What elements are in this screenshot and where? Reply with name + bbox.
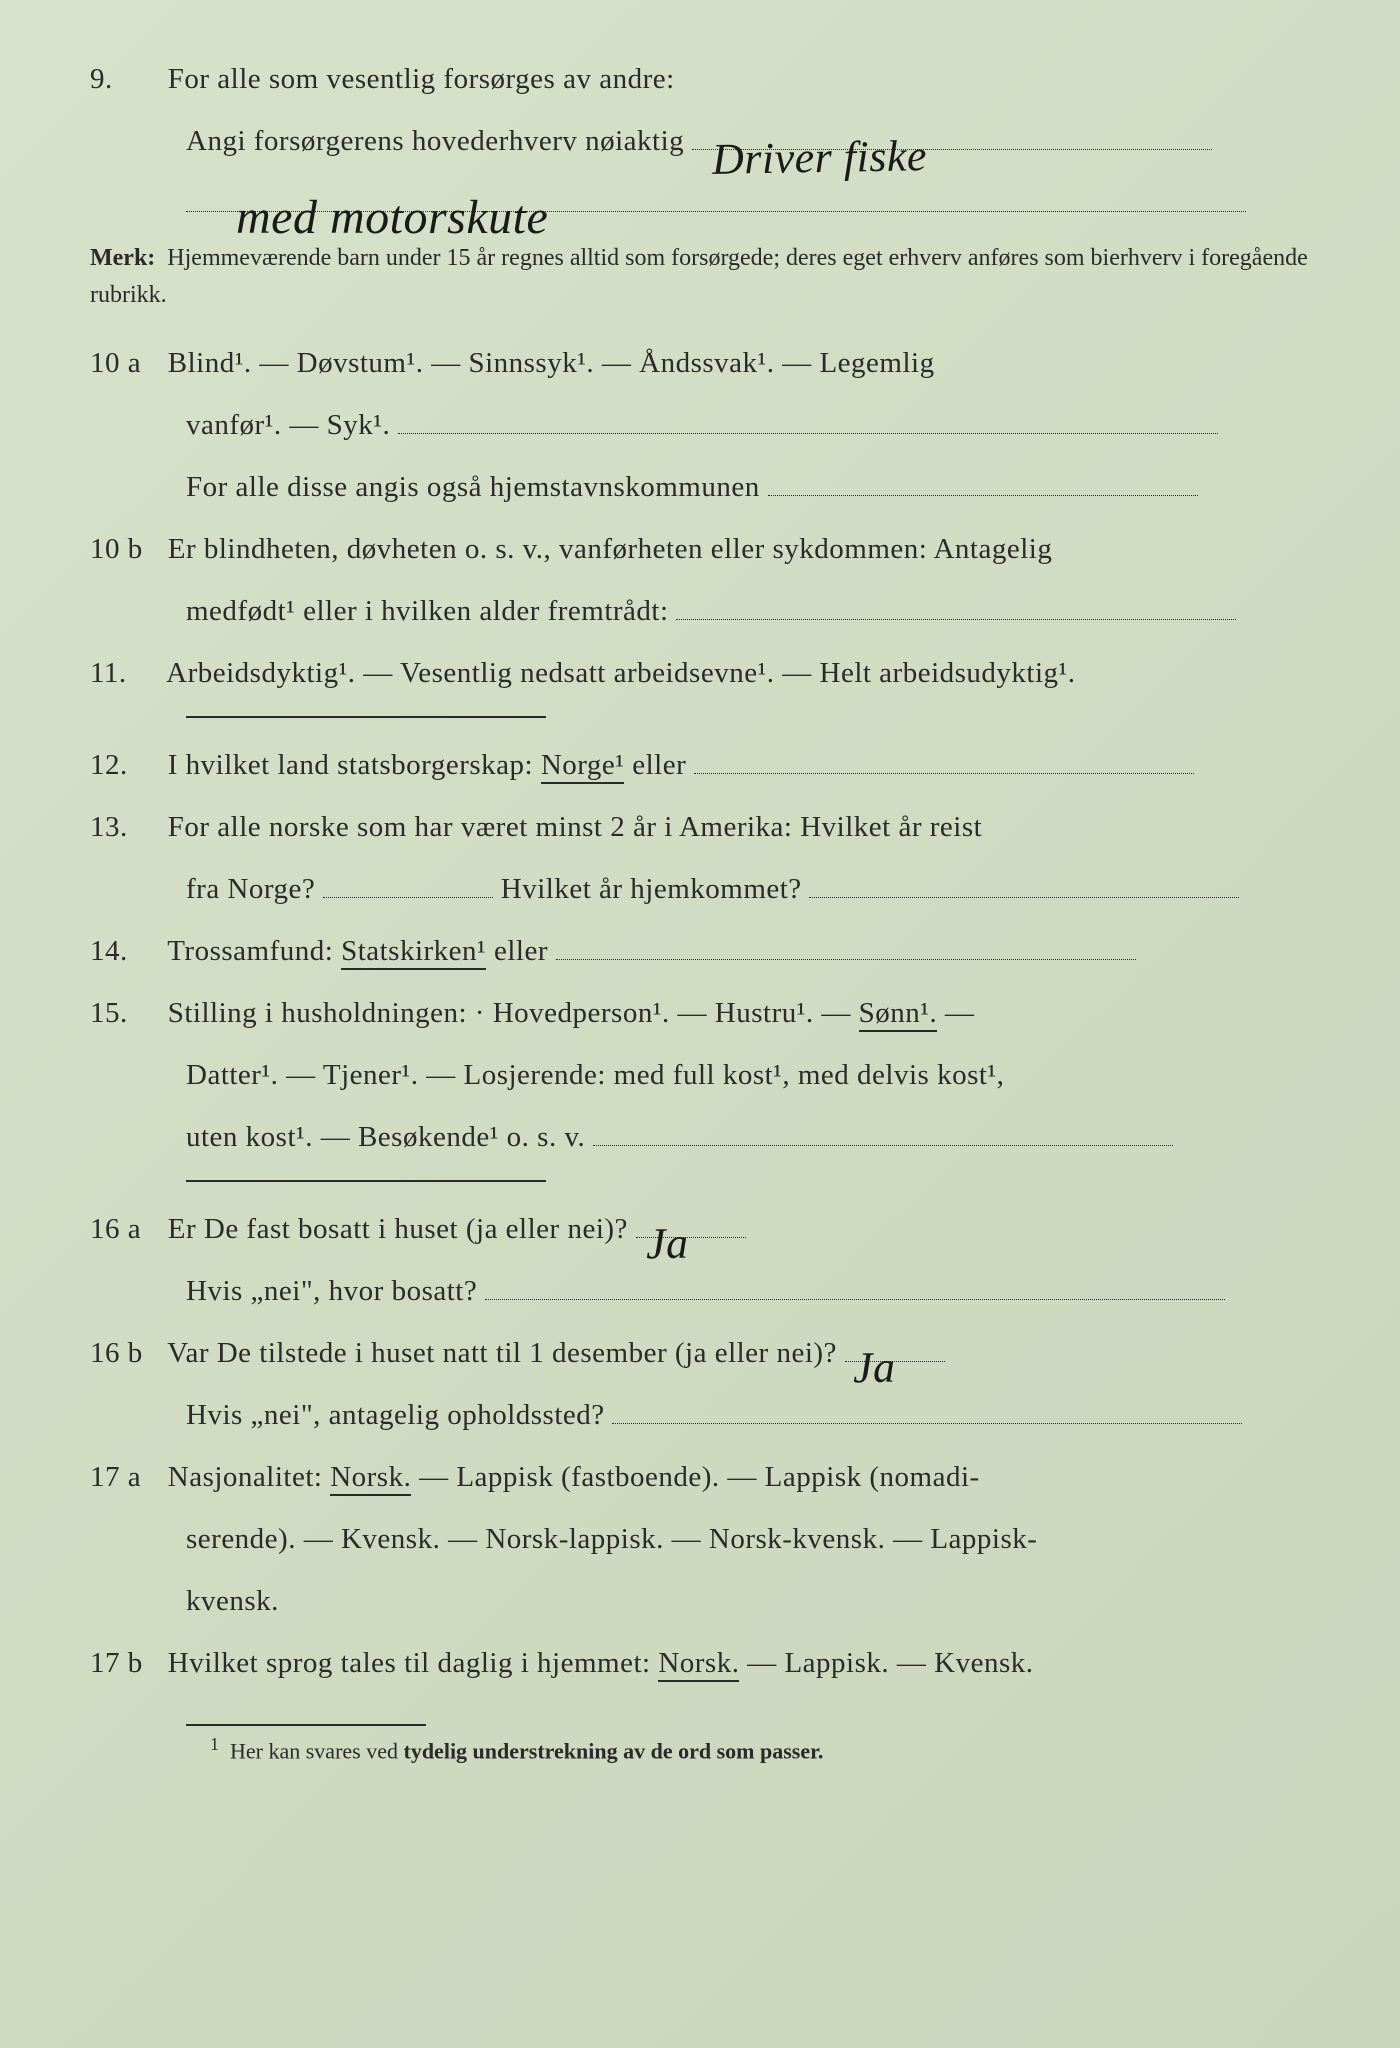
q11-num: 11.: [90, 644, 160, 702]
q13-line2b: Hvilket år hjemkommet?: [501, 873, 802, 905]
q14-stat: Statskirken¹: [341, 935, 486, 970]
q15-line1b: —: [945, 997, 975, 1029]
divider-1: [186, 716, 546, 718]
q11: 11. Arbeidsdyktig¹. — Vesentlig nedsatt …: [90, 644, 1310, 702]
merk-label: Merk:: [90, 245, 155, 271]
q15-line2: Datter¹. — Tjener¹. — Losjerende: med fu…: [90, 1046, 1310, 1104]
q10b: 10 b Er blindheten, døvheten o. s. v., v…: [90, 520, 1310, 578]
q10b-fill: [676, 596, 1236, 620]
q10a: 10 a Blind¹. — Døvstum¹. — Sinnssyk¹. — …: [90, 334, 1310, 392]
divider-2: [186, 1180, 546, 1182]
q9-line1: For alle som vesentlig forsørges av andr…: [168, 63, 675, 95]
q17a-a: Nasjonalitet:: [168, 1461, 330, 1493]
footnote-bold: tydelig understrekning av de ord som pas…: [404, 1739, 824, 1764]
q17a: 17 a Nasjonalitet: Norsk. — Lappisk (fas…: [90, 1448, 1310, 1506]
q10b-num: 10 b: [90, 520, 160, 578]
q10b-line2-row: medfødt¹ eller i hvilken alder fremtrådt…: [90, 582, 1310, 640]
q16a-line2-row: Hvis „nei", hvor bosatt?: [90, 1262, 1310, 1320]
q13-fill2: [809, 874, 1239, 898]
q16a-fill: Ja: [636, 1214, 746, 1238]
q16b-hand: Ja: [852, 1324, 896, 1413]
q15-fill: [593, 1122, 1173, 1146]
q10a-line3: For alle disse angis også hjemstavnskomm…: [186, 471, 760, 503]
q14-fill: [556, 936, 1136, 960]
q13-num: 13.: [90, 798, 160, 856]
q16b: 16 b Var De tilstede i huset natt til 1 …: [90, 1324, 1310, 1382]
q15-num: 15.: [90, 984, 160, 1042]
q13-line1: For alle norske som har været minst 2 år…: [168, 811, 982, 843]
q16b-line2-row: Hvis „nei", antagelig opholdssted?: [90, 1386, 1310, 1444]
q10a-num: 10 a: [90, 334, 160, 392]
q9-fill1: Driver fiske: [692, 126, 1212, 150]
q14-a: Trossamfund:: [167, 935, 341, 967]
q13-line2a: fra Norge?: [186, 873, 315, 905]
q16b-line2: Hvis „nei", antagelig opholdssted?: [186, 1399, 605, 1431]
q9-cont: med motorskute: [90, 174, 1310, 232]
q10b-line2: medfødt¹ eller i hvilken alder fremtrådt…: [186, 595, 669, 627]
q16b-num: 16 b: [90, 1324, 160, 1382]
q10a-line1: Blind¹. — Døvstum¹. — Sinnssyk¹. — Åndss…: [168, 347, 935, 379]
q12-fill: [694, 750, 1194, 774]
q17a-line3: kvensk.: [90, 1572, 1310, 1630]
footnote-marker: 1: [210, 1734, 219, 1754]
q12-b: eller: [632, 749, 686, 781]
q9-line2a: Angi forsørgerens hovederhverv nøiaktig: [186, 125, 684, 157]
footnote-rule: [186, 1724, 426, 1726]
q17a-norsk: Norsk.: [330, 1461, 411, 1496]
q16a-line2: Hvis „nei", hvor bosatt?: [186, 1275, 477, 1307]
q9-num: 9.: [90, 50, 160, 108]
q15-sonn: Sønn¹.: [859, 997, 938, 1032]
q10a-fill2: [768, 472, 1198, 496]
q13: 13. For alle norske som har været minst …: [90, 798, 1310, 856]
q15-line3-row: uten kost¹. — Besøkende¹ o. s. v.: [90, 1108, 1310, 1166]
q15-line1a: Stilling i husholdningen: · Hovedperson¹…: [168, 997, 859, 1029]
q12: 12. I hvilket land statsborgerskap: Norg…: [90, 736, 1310, 794]
q15-line3: uten kost¹. — Besøkende¹ o. s. v.: [186, 1121, 585, 1153]
q16a-fill2: [485, 1276, 1225, 1300]
q16b-text: Var De tilstede i huset natt til 1 desem…: [167, 1337, 837, 1369]
q9: 9. For alle som vesentlig forsørges av a…: [90, 50, 1310, 108]
q10b-line1: Er blindheten, døvheten o. s. v., vanfør…: [168, 533, 1053, 565]
document-page: 9. For alle som vesentlig forsørges av a…: [0, 0, 1400, 2048]
q9-fill2: med motorskute: [186, 188, 1246, 212]
q16a-text: Er De fast bosatt i huset (ja eller nei)…: [168, 1213, 628, 1245]
q17b-norsk: Norsk.: [658, 1647, 739, 1682]
q9-hand2: med motorskute: [236, 170, 548, 266]
q14: 14. Trossamfund: Statskirken¹ eller: [90, 922, 1310, 980]
q17b: 17 b Hvilket sprog tales til daglig i hj…: [90, 1634, 1310, 1692]
q10a-line3-row: For alle disse angis også hjemstavnskomm…: [90, 458, 1310, 516]
q16a-num: 16 a: [90, 1200, 160, 1258]
q10a-fill: [398, 410, 1218, 434]
q12-norge: Norge¹: [541, 749, 625, 784]
q12-a: I hvilket land statsborgerskap:: [168, 749, 541, 781]
q16b-fill: Ja: [845, 1338, 945, 1362]
q13-fill1: [323, 874, 493, 898]
q13-line2-row: fra Norge? Hvilket år hjemkommet?: [90, 860, 1310, 918]
q14-num: 14.: [90, 922, 160, 980]
q15: 15. Stilling i husholdningen: · Hovedper…: [90, 984, 1310, 1042]
q10a-line2: vanfør¹. — Syk¹.: [186, 409, 390, 441]
q17b-a: Hvilket sprog tales til daglig i hjemmet…: [168, 1647, 659, 1679]
q16a: 16 a Er De fast bosatt i huset (ja eller…: [90, 1200, 1310, 1258]
q14-b: eller: [494, 935, 548, 967]
q17a-line2: serende). — Kvensk. — Norsk-lappisk. — N…: [90, 1510, 1310, 1568]
q17b-b: — Lappisk. — Kvensk.: [747, 1647, 1033, 1679]
q16b-fill2: [612, 1400, 1242, 1424]
q12-num: 12.: [90, 736, 160, 794]
footnote: 1 Her kan svares ved tydelig understrekn…: [90, 1734, 1310, 1764]
q17a-num: 17 a: [90, 1448, 160, 1506]
q10a-line2-row: vanfør¹. — Syk¹.: [90, 396, 1310, 454]
q11-text: Arbeidsdyktig¹. — Vesentlig nedsatt arbe…: [166, 657, 1075, 689]
q17a-b: — Lappisk (fastboende). — Lappisk (nomad…: [419, 1461, 980, 1493]
q16a-hand: Ja: [645, 1200, 689, 1289]
q17b-num: 17 b: [90, 1634, 160, 1692]
q9-line2: Angi forsørgerens hovederhverv nøiaktig …: [90, 112, 1310, 170]
